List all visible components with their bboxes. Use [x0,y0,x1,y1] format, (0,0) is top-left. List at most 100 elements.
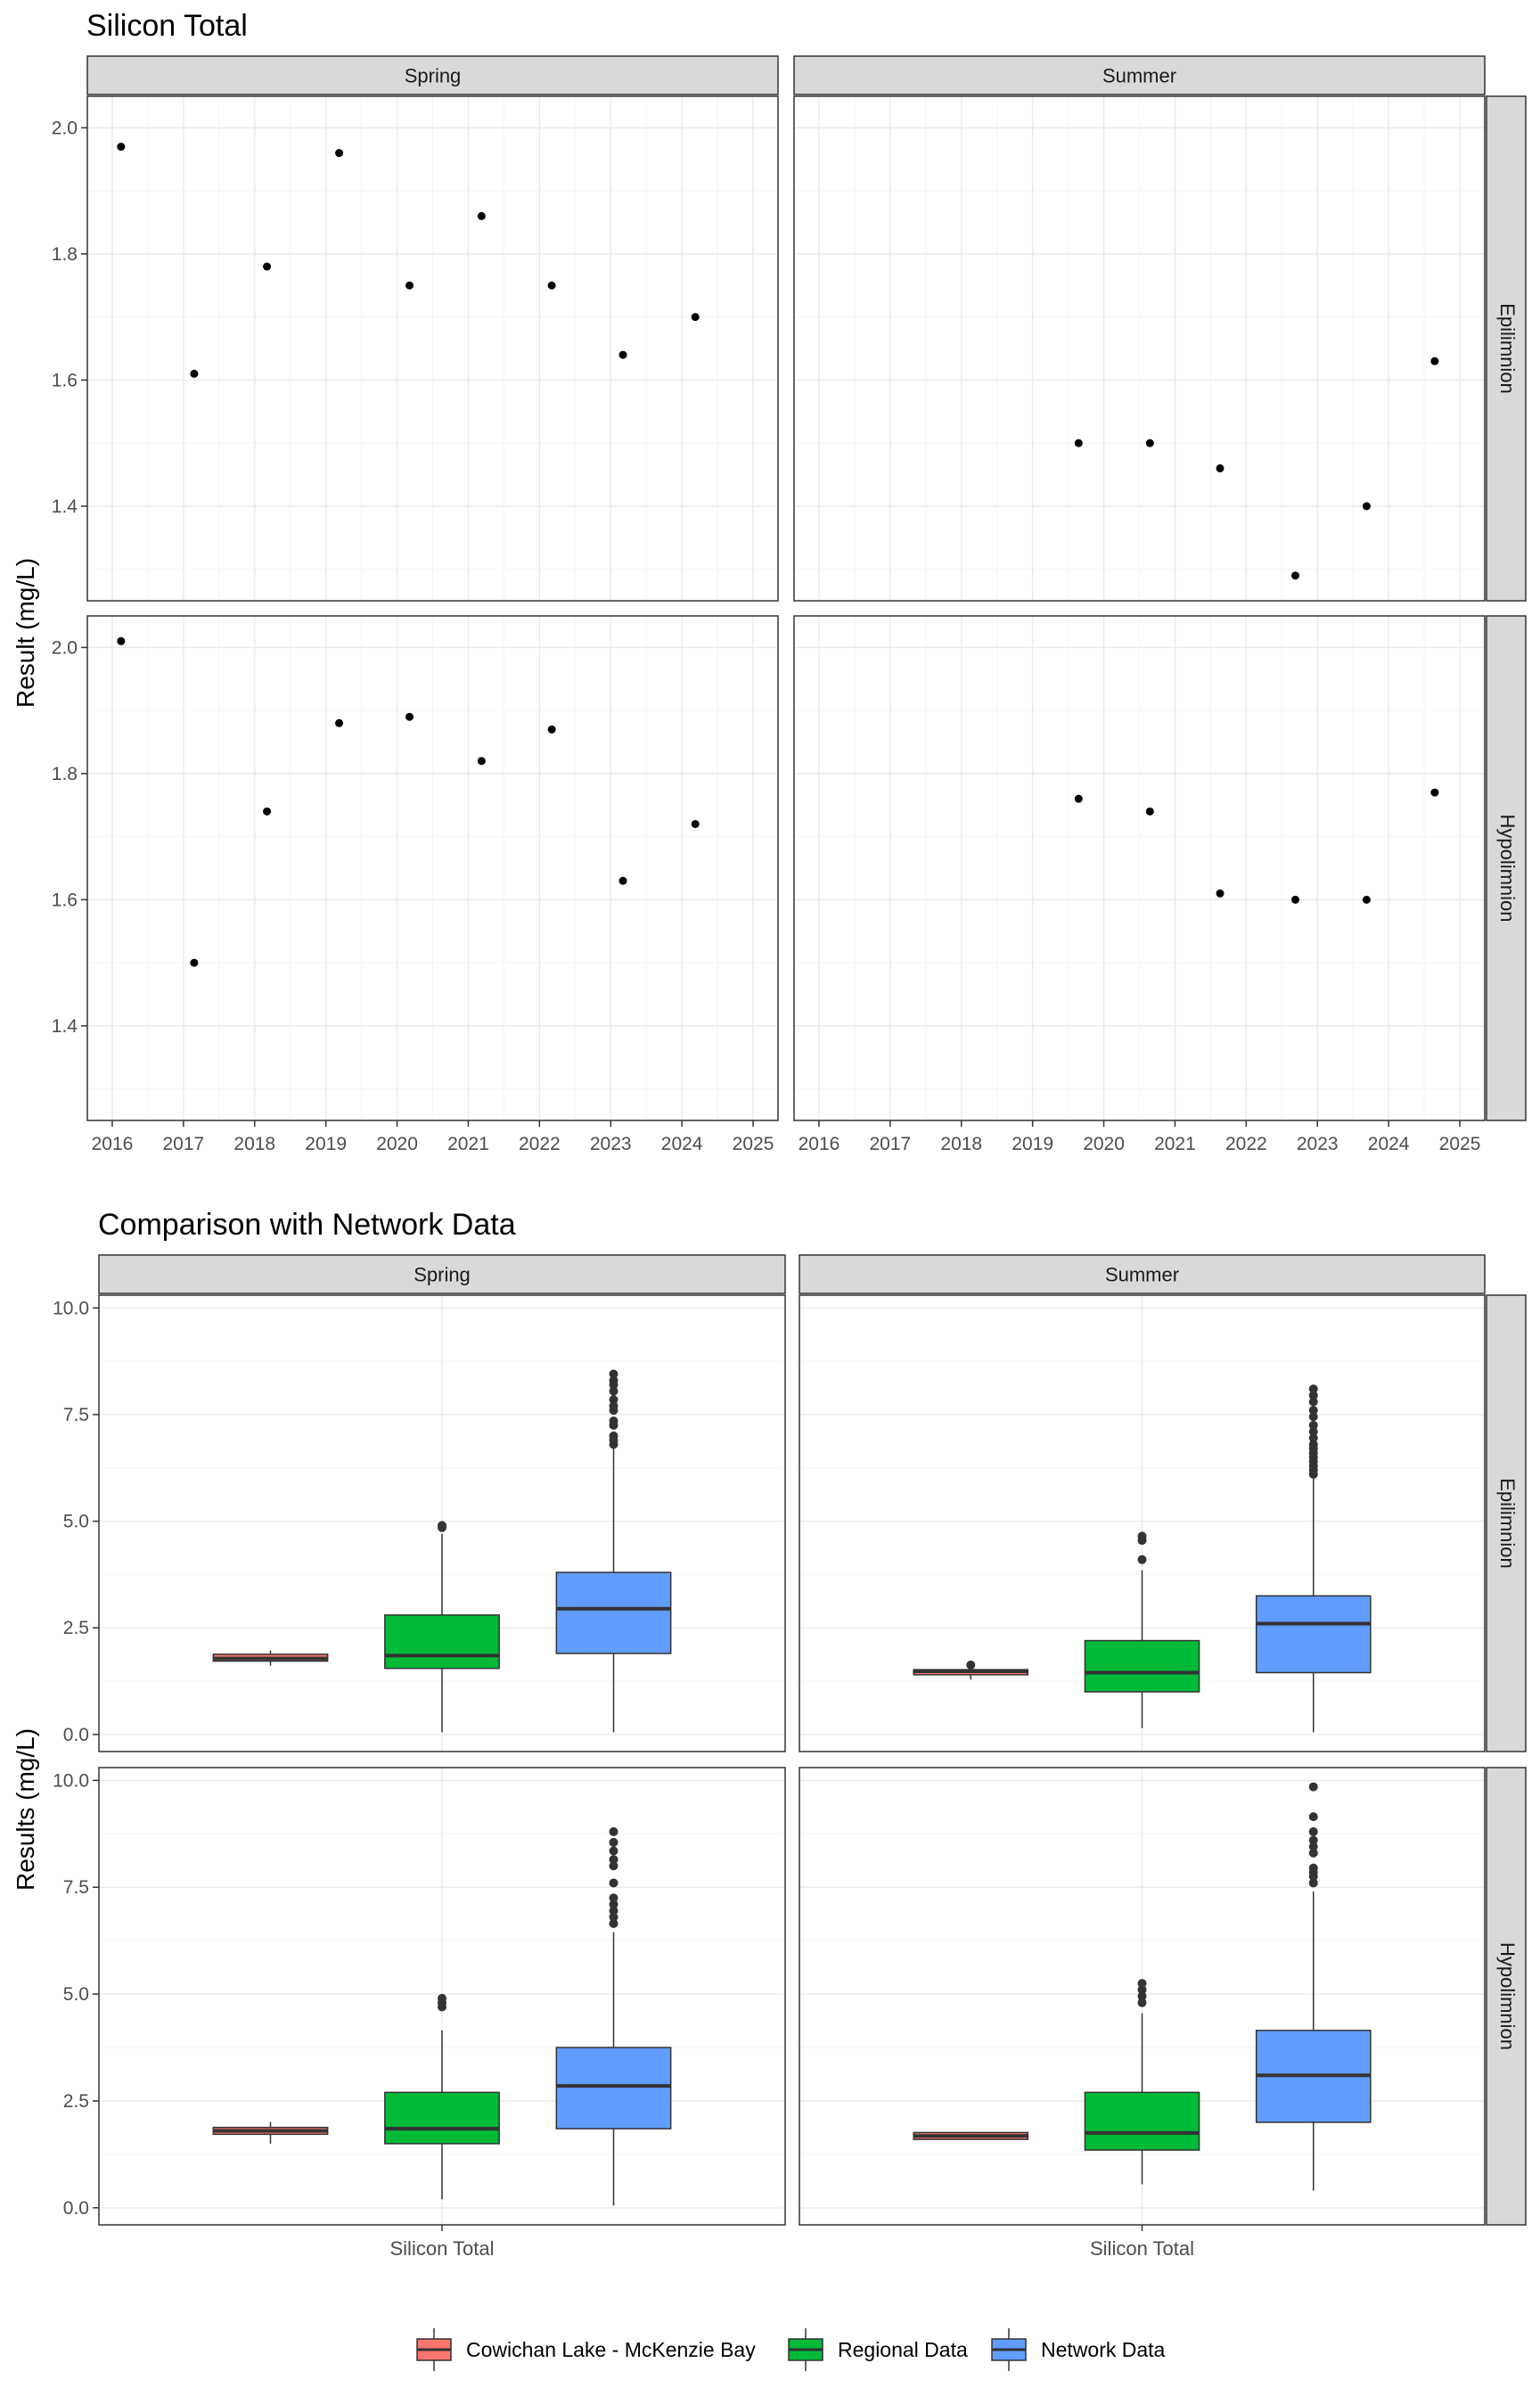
box-cowichan-lake-mckenzie-bay [212,2121,329,2144]
x-tick-label: 2023 [1297,1134,1339,1154]
x-tick-label: 2022 [519,1134,561,1154]
data-point [1362,502,1371,511]
data-point [263,262,272,271]
x-tick-label: 2018 [233,1134,275,1154]
data-point [1145,807,1154,816]
panel-border [799,1294,1486,1752]
x-tick-label: 2016 [92,1134,134,1154]
outlier-point [1308,1412,1318,1422]
outlier-point [1308,1397,1318,1407]
box-regional-data [1084,1979,1200,2185]
outlier-point [1137,1985,1147,1995]
box-network-data [1255,1384,1372,1733]
facet-label-epilimnion: Epilimnion [1496,1478,1519,1569]
data-point [1291,895,1300,904]
outlier-point [609,1386,618,1396]
scatter-chart-title: Silicon Total [86,9,248,43]
x-tick-label: Silicon Total [1090,2237,1194,2260]
box-iqr [1084,2091,1200,2151]
outlier-point [609,1431,618,1440]
y-tick-label: 1.8 [52,244,78,265]
box-iqr [555,1571,672,1654]
facet-strip-spring [98,1254,786,1294]
outlier-point [609,1855,618,1865]
box-iqr [384,2091,500,2145]
box-regional-data [384,1521,500,1733]
scatter-chart: Silicon Total Result (mg/L) Spring Summer… [12,9,1527,1154]
box-cowichan-lake-mckenzie-bay [913,2131,1029,2140]
data-point [1216,889,1225,898]
y-tick-label: 10.0 [53,1770,89,1791]
data-point [1074,794,1083,803]
outlier-point [1308,1782,1318,1792]
panel-border [86,615,779,1121]
x-tick-label: 2024 [661,1134,703,1154]
x-tick-label: 2023 [590,1134,632,1154]
y-tick-label: 1.4 [52,496,78,517]
outlier-point [1308,1848,1318,1858]
facet-strip-epilimnion [1486,1294,1527,1752]
scatter-panel-summer-epilimnion [793,95,1486,602]
outlier-point [609,1861,618,1871]
scatter-panel-spring-hypolimnion [86,615,779,1121]
data-point [618,350,627,359]
x-tick-label: 2019 [1012,1134,1053,1154]
outlier-point [1308,1391,1318,1400]
outlier-point [609,1416,618,1426]
data-point [691,819,700,828]
outlier-point [1308,1878,1318,1888]
x-tick-label: 2022 [1225,1134,1267,1154]
data-point [477,211,486,220]
x-tick-label: 2020 [1083,1134,1125,1154]
data-point [1362,895,1371,904]
box-y-axis-label: Results (mg/L) [12,1728,39,1891]
facet-strip-epilimnion [1486,95,1527,602]
facet-strip-summer [799,1254,1486,1294]
panel-border [98,1294,786,1752]
x-tick-label: 2024 [1368,1134,1410,1154]
outlier-point [438,1993,446,2003]
data-point [618,876,627,885]
facet-label-summer: Summer [1105,1264,1179,1286]
x-tick-label: 2021 [1154,1134,1196,1154]
box-regional-data [384,1993,500,2200]
outlier-point [1308,1384,1318,1394]
legend-label: Cowichan Lake - McKenzie Bay [466,2338,756,2361]
panel-border [793,95,1486,602]
legend-item-cowichan-lake-mckenzie-bay: Cowichan Lake - McKenzie Bay [416,2328,756,2371]
outlier-point [609,1900,618,1909]
data-point [190,369,199,378]
facet-label-hypolimnion: Hypolimnion [1496,1942,1519,2050]
outlier-point [1137,1998,1147,2007]
box-network-data [555,1826,672,2206]
outlier-point [1308,1826,1318,1836]
outlier-point [1137,1991,1147,2001]
y-tick-label: 2.5 [63,1618,89,1638]
outlier-point [1308,1420,1318,1430]
panel-border [793,615,1486,1121]
outlier-point [1137,1555,1147,1564]
outlier-point [609,1837,618,1847]
x-tick-label: 2021 [447,1134,489,1154]
panel-border [86,95,779,602]
x-tick-label: 2018 [940,1134,982,1154]
outlier-point [1137,1979,1147,1989]
outlier-point [609,1395,618,1405]
facet-label-hypolimnion: Hypolimnion [1496,814,1519,922]
outlier-point [609,1906,618,1916]
box-iqr [1084,1639,1200,1693]
y-tick-label: 5.0 [63,1512,89,1532]
box-network-data [555,1369,672,1733]
legend: Cowichan Lake - McKenzie Bay Regional Dat… [416,2328,1166,2371]
outlier-point [966,1660,976,1670]
y-tick-label: 5.0 [63,1984,89,2005]
scatter-y-axis-label: Result (mg/L) [12,558,39,708]
x-tick-label: 2019 [305,1134,347,1154]
legend-item-regional-data: Regional Data [788,2328,968,2371]
y-tick-label: 7.5 [63,1877,89,1898]
outlier-point [609,1878,618,1888]
x-tick-label: 2025 [1439,1134,1481,1154]
x-tick-label: 2020 [376,1134,418,1154]
facet-strip-summer [793,55,1486,95]
